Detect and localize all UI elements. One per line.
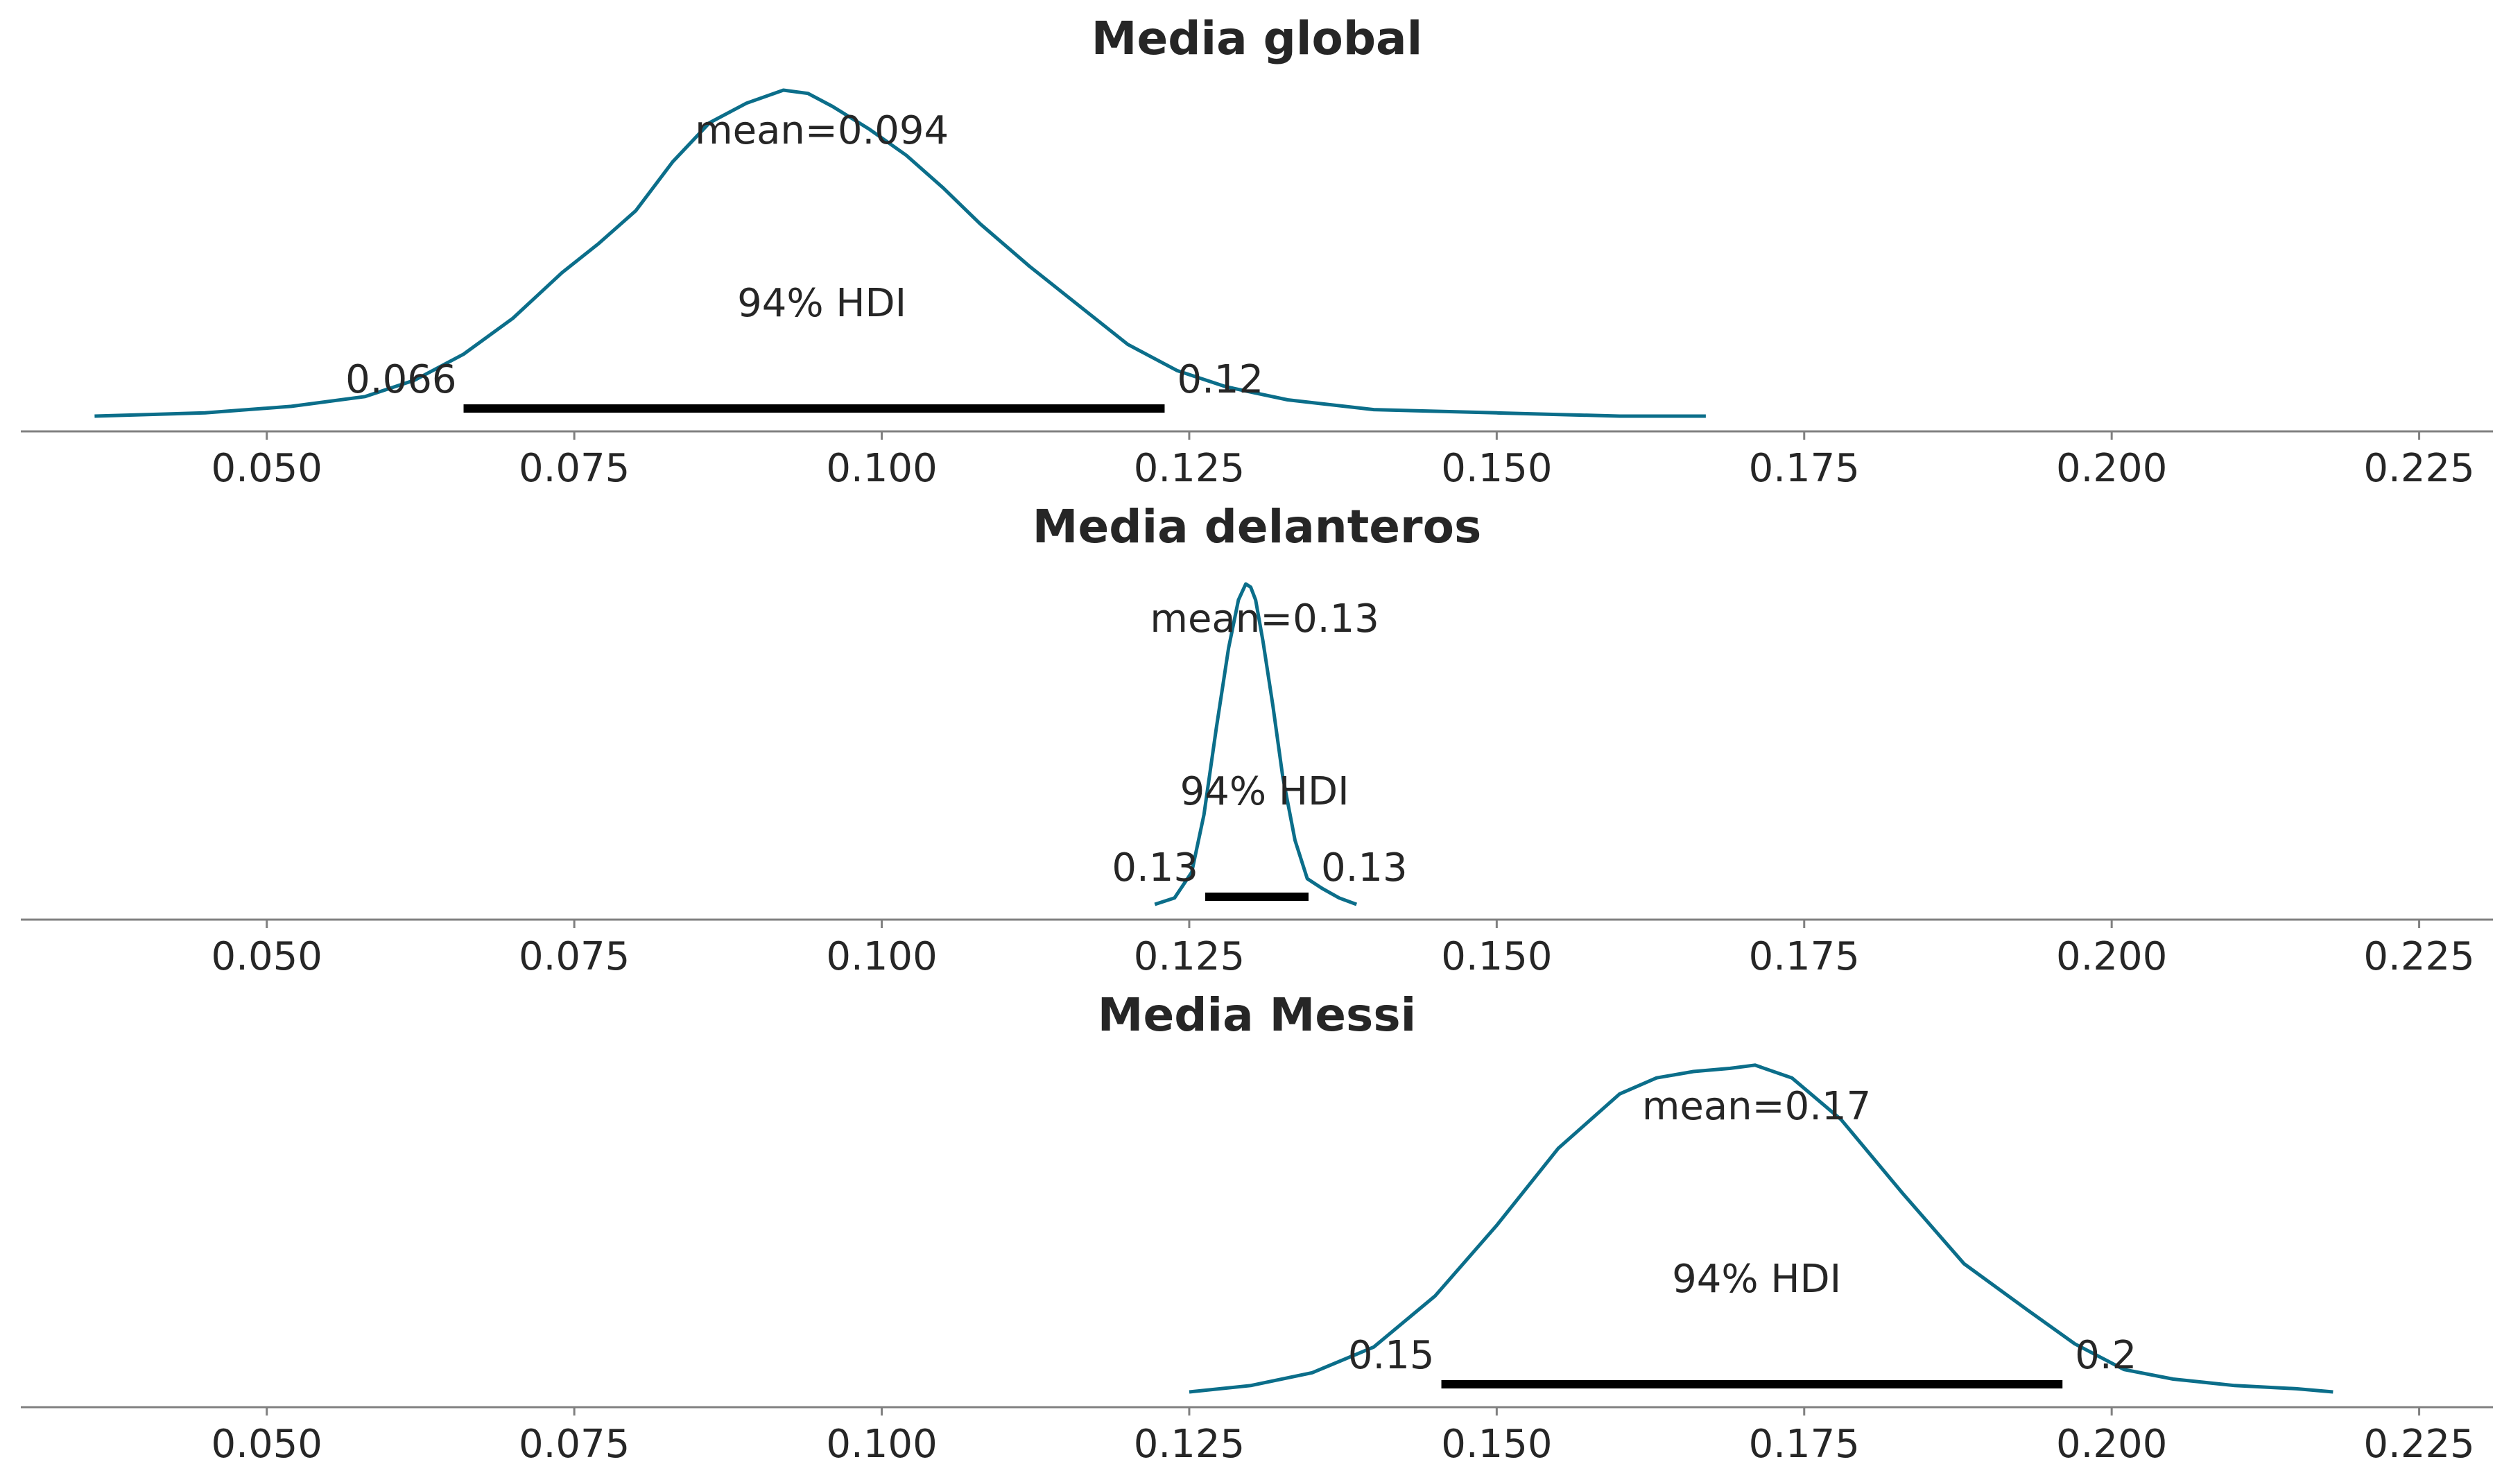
x-tick-label: 0.050 (212, 934, 322, 979)
density-line (1189, 1063, 2333, 1394)
x-tick-label: 0.075 (519, 934, 630, 979)
x-tick-label: 0.175 (1749, 1422, 1860, 1467)
x-tick-label: 0.050 (212, 446, 322, 491)
panel-title: Media global (1091, 12, 1422, 65)
x-tick-label: 0.100 (826, 446, 937, 491)
x-tick-label: 0.125 (1134, 934, 1245, 979)
x-tick-label: 0.200 (2056, 934, 2167, 979)
hdi-high-label: 0.2 (2075, 1333, 2137, 1378)
x-tick-label: 0.150 (1441, 1422, 1552, 1467)
x-tick-label: 0.125 (1134, 1422, 1245, 1467)
x-tick-label: 0.225 (2363, 934, 2474, 979)
x-tick-label: 0.100 (826, 934, 937, 979)
mean-label: mean=0.17 (1642, 1084, 1871, 1129)
x-tick-label: 0.225 (2363, 446, 2474, 491)
mean-label: mean=0.13 (1150, 596, 1379, 642)
panel-title: Media delanteros (1033, 500, 1481, 553)
x-tick-label: 0.125 (1134, 446, 1245, 491)
mean-label: mean=0.094 (695, 108, 949, 153)
x-tick-label: 0.100 (826, 1422, 937, 1467)
x-tick-label: 0.175 (1749, 934, 1860, 979)
hdi-high-label: 0.13 (1321, 845, 1408, 890)
panel-title: Media Messi (1098, 988, 1416, 1042)
density-line (94, 88, 1706, 418)
x-tick-label: 0.200 (2056, 1422, 2167, 1467)
x-tick-label: 0.150 (1441, 934, 1552, 979)
hdi-label: 94% HDI (737, 281, 906, 326)
hdi-low-label: 0.066 (345, 357, 456, 402)
x-tick-label: 0.075 (519, 1422, 630, 1467)
x-tick-label: 0.175 (1749, 446, 1860, 491)
x-tick-label: 0.050 (212, 1422, 322, 1467)
hdi-high-label: 0.12 (1177, 357, 1263, 402)
x-tick-label: 0.225 (2363, 1422, 2474, 1467)
hdi-low-label: 0.15 (1348, 1333, 1435, 1378)
x-tick-label: 0.075 (519, 446, 630, 491)
hdi-low-label: 0.13 (1112, 845, 1198, 890)
hdi-label: 94% HDI (1672, 1257, 1841, 1302)
density-line (1154, 582, 1358, 906)
x-tick-label: 0.150 (1441, 446, 1552, 491)
hdi-label: 94% HDI (1180, 769, 1349, 814)
x-tick-label: 0.200 (2056, 446, 2167, 491)
